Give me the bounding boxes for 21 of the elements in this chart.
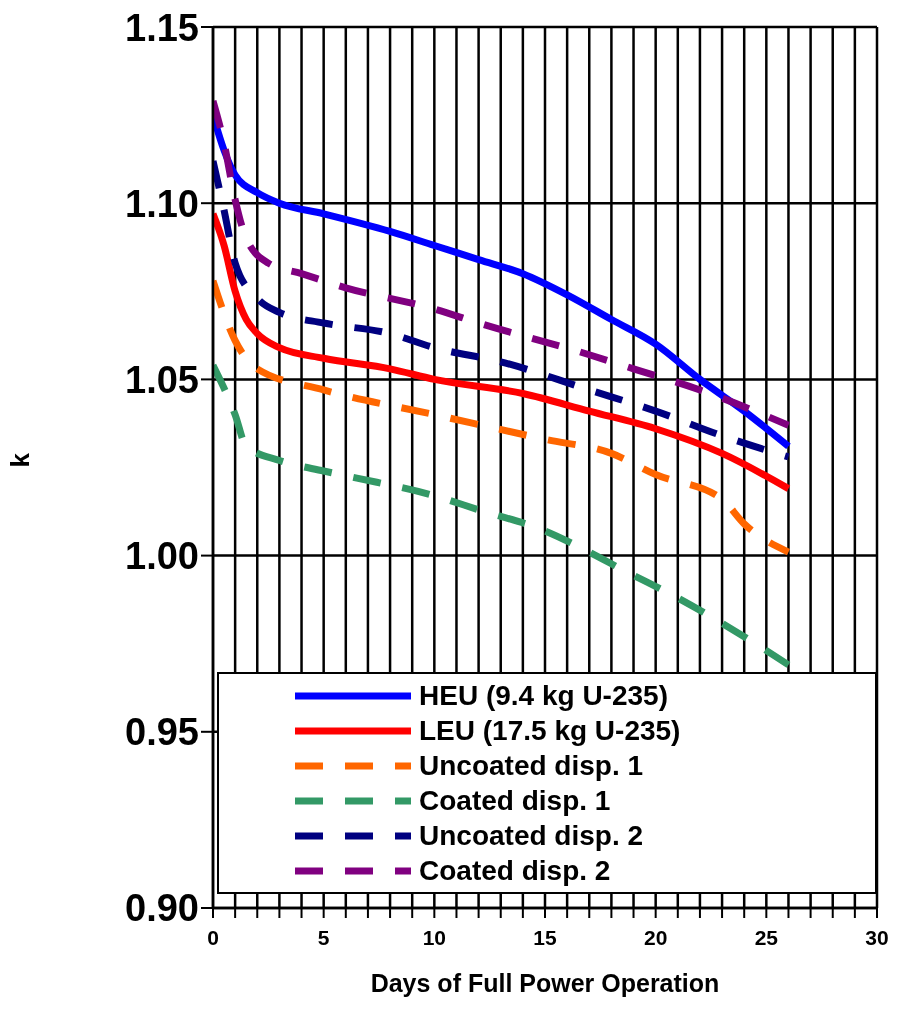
y-tick-label: 1.15 <box>125 6 199 49</box>
legend-label: Coated disp. 2 <box>419 854 611 887</box>
legend-label: Uncoated disp. 2 <box>419 819 644 852</box>
legend-label: LEU (17.5 kg U-235) <box>419 714 681 747</box>
y-tick-label: 1.00 <box>125 535 199 578</box>
y-tick-label: 1.05 <box>125 358 199 401</box>
x-axis-title: Days of Full Power Operation <box>370 969 720 997</box>
y-tick-label: 0.95 <box>125 711 199 754</box>
x-tick-label: 15 <box>533 925 557 949</box>
x-tick-label: 5 <box>317 925 330 949</box>
y-axis-title: k <box>5 452 36 468</box>
x-tick-label: 25 <box>754 925 779 949</box>
x-tick-label: 10 <box>422 925 447 949</box>
x-tick-label: 30 <box>865 925 889 949</box>
x-tick-label: 0 <box>207 925 219 949</box>
legend-label: Uncoated disp. 1 <box>419 749 644 782</box>
y-tick-label: 0.90 <box>125 887 199 930</box>
x-tick-label: 20 <box>643 925 668 949</box>
y-tick-label: 1.10 <box>125 182 199 225</box>
legend-label: HEU (9.4 kg U-235) <box>419 679 668 712</box>
legend-label: Coated disp. 1 <box>419 784 611 817</box>
